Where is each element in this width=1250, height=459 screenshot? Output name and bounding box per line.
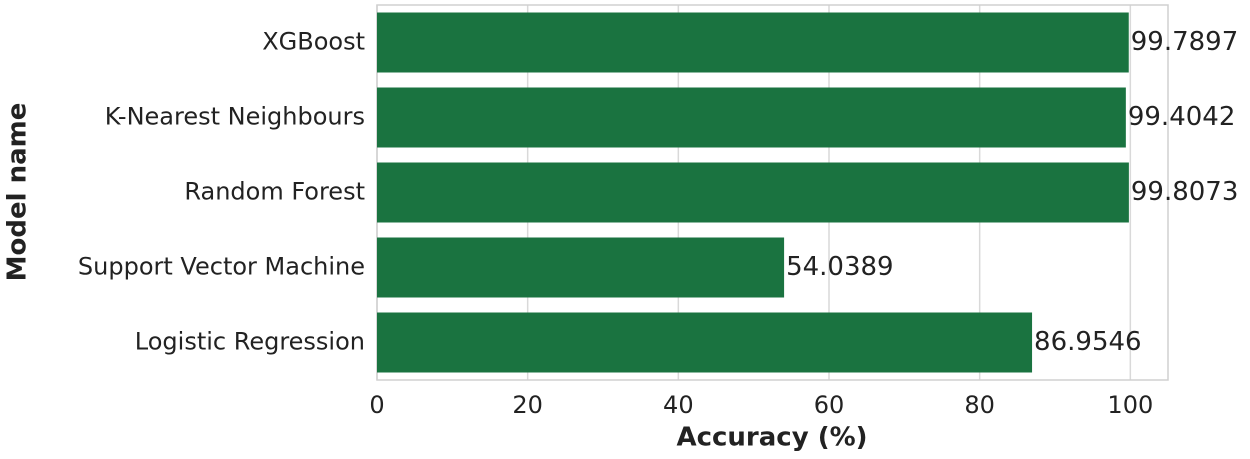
x-tick-label: 0 xyxy=(369,391,384,419)
x-tick-label: 40 xyxy=(663,391,694,419)
bar xyxy=(377,312,1033,373)
x-tick-label: 20 xyxy=(512,391,543,419)
bar xyxy=(377,87,1126,148)
y-tick-label: Support Vector Machine xyxy=(78,253,365,281)
y-tick-label: Logistic Regression xyxy=(135,328,365,356)
x-tick-label: 60 xyxy=(814,391,845,419)
y-axis-title: Model name xyxy=(3,103,33,282)
bar xyxy=(377,12,1129,73)
value-label: 99.8073 xyxy=(1131,177,1239,207)
value-label: 86.9546 xyxy=(1034,327,1142,357)
y-tick-label: Random Forest xyxy=(184,178,365,206)
x-axis-title: Accuracy (%) xyxy=(676,423,867,453)
value-label: 99.4042 xyxy=(1128,102,1236,132)
value-label: 54.0389 xyxy=(786,252,894,282)
x-tick-label: 100 xyxy=(1107,391,1153,419)
bar xyxy=(377,162,1129,223)
y-tick-label: K-Nearest Neighbours xyxy=(105,103,365,131)
bar xyxy=(377,237,785,298)
x-tick-label: 80 xyxy=(964,391,995,419)
value-label: 99.7897 xyxy=(1131,27,1239,57)
y-tick-label: XGBoost xyxy=(262,28,365,56)
